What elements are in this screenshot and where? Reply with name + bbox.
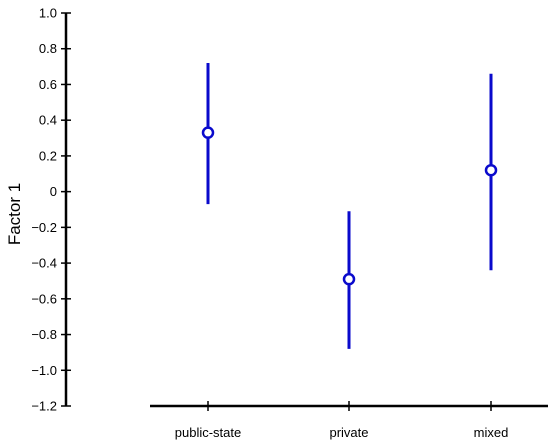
- y-tick-label: −0.2: [31, 220, 57, 235]
- y-axis: 1.0 0.8 0.6 0.4 0.2 0 −0.2 −0.4 −0.6 −0.8 −1.0 −1.2: [31, 6, 71, 414]
- y-tick-label: −1.2: [31, 399, 57, 414]
- error-bar-series: [201, 63, 498, 349]
- point-marker: [484, 163, 498, 177]
- y-tick-label: −0.8: [31, 327, 57, 342]
- y-tick-label: 0: [50, 184, 57, 199]
- y-tick-label: 0.8: [39, 41, 57, 56]
- y-tick-label: −1.0: [31, 363, 57, 378]
- y-tick-label: 0.4: [39, 113, 57, 128]
- x-tick-label: public-state: [175, 425, 241, 440]
- x-tick-label: mixed: [474, 425, 509, 440]
- y-tick-label: 0.6: [39, 77, 57, 92]
- point-marker: [342, 272, 356, 286]
- x-axis: public-state private mixed: [150, 401, 548, 440]
- y-tick-label: 0.2: [39, 148, 57, 163]
- y-tick-label: −0.4: [31, 256, 57, 271]
- y-axis-label: Factor 1: [5, 183, 24, 245]
- y-tick-label: 1.0: [39, 6, 57, 21]
- x-tick-label: private: [329, 425, 368, 440]
- y-tick-label: −0.6: [31, 291, 57, 306]
- point-marker: [201, 126, 215, 139]
